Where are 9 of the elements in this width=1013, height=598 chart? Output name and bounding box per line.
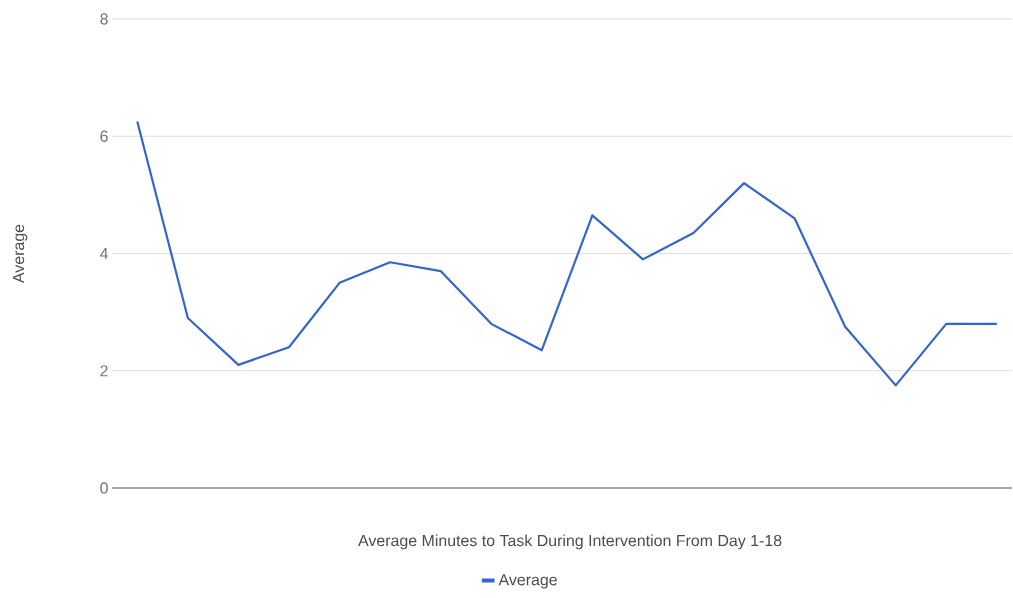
y-tick-label: 0 [100,482,108,494]
line-series [136,120,998,387]
y-tick-label: 4 [99,248,109,259]
legend-label: Average [498,574,557,589]
y-tick-label: 2 [100,365,108,377]
y-axis-title: Average [13,224,28,284]
x-axis-title: Average Minutes to Task During Intervention From Day 1-18 [358,534,782,550]
y-tick-label: 6 [100,130,108,142]
y-tick-label: 8 [100,13,108,25]
